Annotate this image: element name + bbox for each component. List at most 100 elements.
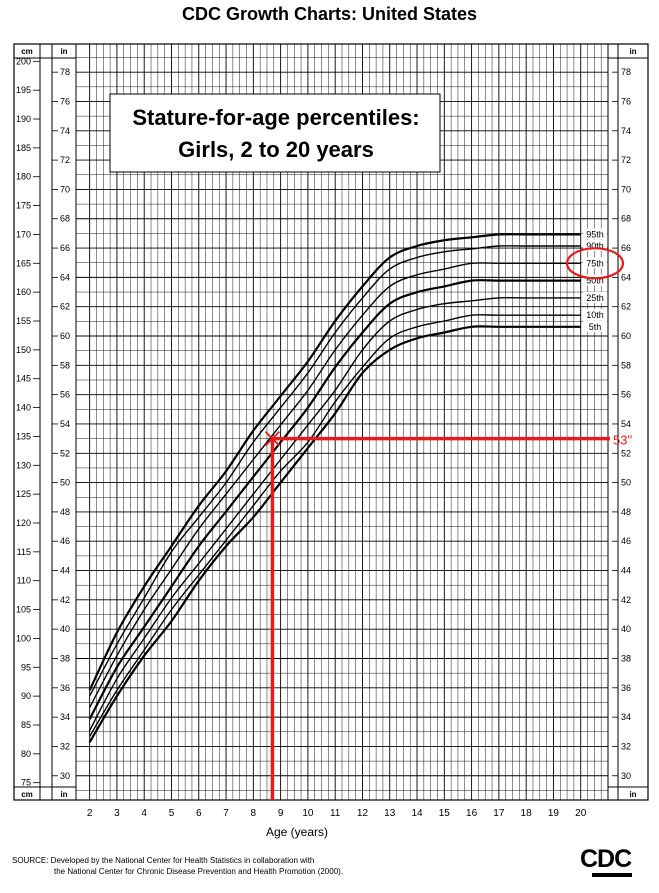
in-tick-label: 34 [60,712,70,722]
in-tick-label-right: 74 [621,126,631,136]
x-tick-label: 9 [278,808,284,819]
source-line-2: the National Center for Chronic Disease … [54,867,344,876]
in-tick-label-right: 68 [621,214,631,224]
cm-tick-label: 125 [16,489,31,499]
cm-tick-label: 195 [16,85,31,95]
curve-label-10th: 10th [586,310,604,320]
in-tick-label: 66 [60,243,70,253]
in-tick-label-right: 42 [621,595,631,605]
x-tick-label: 12 [357,808,369,819]
source-line-1: SOURCE: Developed by the National Center… [12,856,315,865]
curve-label-bg-50th [583,274,607,286]
x-tick-label: 13 [384,808,396,819]
cm-tick-label: 80 [21,749,31,759]
in-tick-label-right: 44 [621,566,631,576]
in-tick-label: 60 [60,331,70,341]
cm-tick-label: 175 [16,201,31,211]
x-tick-label: 19 [548,808,560,819]
x-tick-label: 11 [330,808,341,819]
cm-unit-label-bottom: cm [21,790,33,799]
in-tick-label-right: 38 [621,653,631,663]
in-tick-label-right: 56 [621,390,631,400]
x-tick-label: 15 [439,808,451,819]
in-tick-label: 38 [60,653,70,663]
x-tick-label: 20 [575,808,587,819]
title-box [109,93,441,173]
curve-label-75th: 75th [586,258,604,268]
x-tick-label: 14 [411,808,423,819]
cdc-logo: CDC [580,846,634,880]
in-tick-label: 46 [60,536,70,546]
in-tick-label-right: 46 [621,536,631,546]
in-tick-label-right: 32 [621,741,631,751]
in-unit-label-top-left: in [60,47,67,56]
in-tick-label-right: 78 [621,67,631,77]
cm-tick-label: 170 [16,229,31,239]
in-unit-label-top-right: in [629,47,636,56]
in-tick-label: 30 [60,771,70,781]
curve-label-5th: 5th [589,322,602,332]
annotation: 53" [264,247,632,800]
cm-tick-label: 85 [21,720,31,730]
in-tick-label: 74 [60,126,70,136]
in-tick-label: 64 [60,272,70,282]
annotation-label: 53" [613,433,632,448]
curve-label-bg-90th [583,239,607,251]
in-tick-label: 32 [60,741,70,751]
curve-10th [88,314,581,737]
in-tick-label: 52 [60,448,70,458]
in-tick-label-right: 52 [621,448,631,458]
in-tick-label: 76 [60,96,70,106]
in-tick-label: 54 [60,419,70,429]
in-tick-label-right: 50 [621,478,631,488]
cm-tick-label: 185 [16,143,31,153]
in-tick-label-right: 40 [621,624,631,634]
in-tick-label-right: 70 [621,184,631,194]
cm-unit-label-top: cm [21,47,33,56]
cm-tick-label: 135 [16,431,31,441]
cm-tick-label: 155 [16,316,31,326]
x-tick-label: 4 [141,808,147,819]
x-tick-label: 6 [196,808,202,819]
in-tick-label: 72 [60,155,70,165]
in-tick-label: 36 [60,683,70,693]
curve-label-90th: 90th [586,241,604,251]
in-tick-label-right: 58 [621,360,631,370]
in-tick-label-right: 48 [621,507,631,517]
curve-label-50th: 50th [586,276,604,286]
in-tick-label: 68 [60,214,70,224]
cdc-logo-bar [592,873,632,877]
in-tick-label-right: 72 [621,155,631,165]
curve-25th [88,296,581,732]
x-tick-label: 18 [521,808,533,819]
curve-label-bg-75th [583,257,607,269]
source-note: SOURCE: Developed by the National Center… [12,855,452,877]
annotation-marker-b [264,430,281,447]
in-unit-label-bottom-left: in [60,790,67,799]
cm-tick-label: 140 [16,403,31,413]
x-tick-label: 5 [169,808,175,819]
cm-tick-label: 75 [21,778,31,788]
in-tick-label-right: 60 [621,331,631,341]
cm-tick-label: 165 [16,258,31,268]
in-tick-label: 70 [60,184,70,194]
curve-5th [88,325,581,743]
in-tick-label: 40 [60,624,70,634]
curve-75th [88,262,581,709]
curve-label-bg-95th [583,228,607,240]
in-tick-label: 50 [60,478,70,488]
in-tick-label: 42 [60,595,70,605]
curve-95th [88,233,581,691]
in-tick-label-right: 76 [621,96,631,106]
chart-title-line2: Girls, 2 to 20 years [178,137,374,162]
x-tick-label: 17 [493,808,505,819]
in-tick-label: 62 [60,302,70,312]
in-tick-label-right: 34 [621,712,631,722]
curve-label-bg-5th [583,320,607,332]
in-tick-label-right: 64 [621,272,631,282]
curve-label-bg-25th [583,291,607,303]
cm-tick-label: 160 [16,287,31,297]
cm-tick-label: 105 [16,605,31,615]
curve-90th [88,245,581,697]
